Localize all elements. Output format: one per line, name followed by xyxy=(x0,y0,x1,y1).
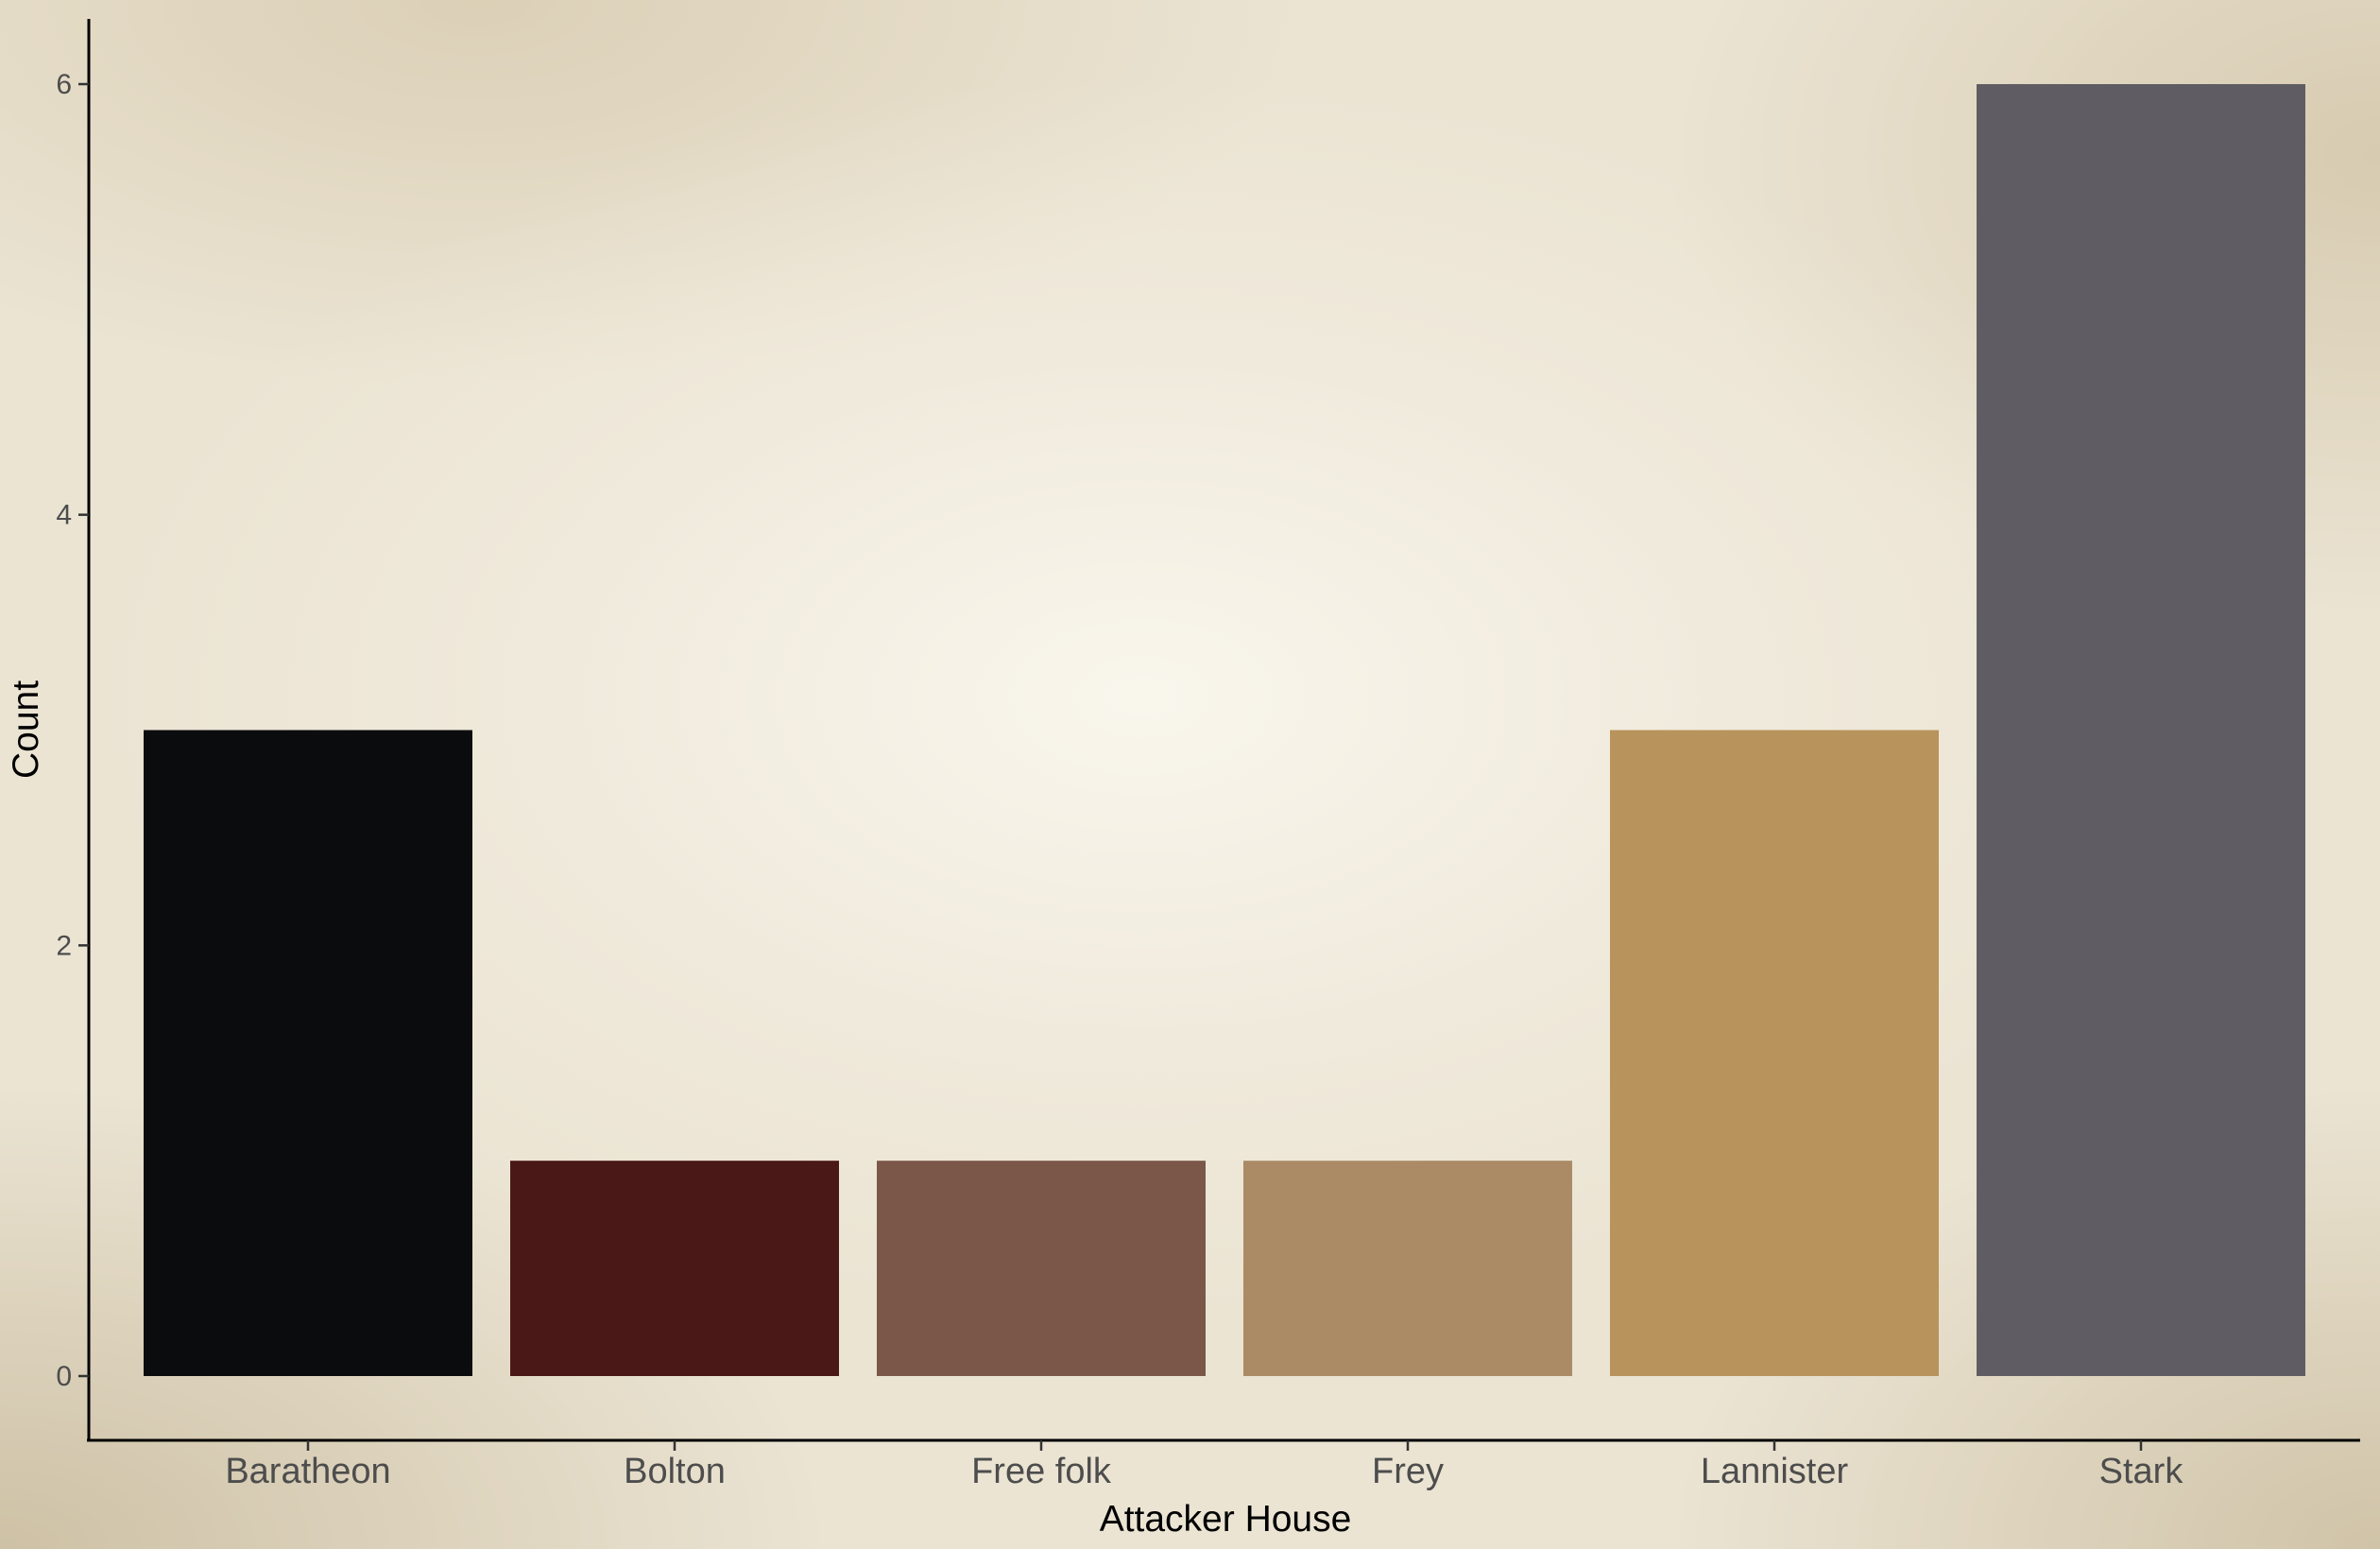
bar-free-folk xyxy=(877,1161,1206,1376)
x-tick-label: Stark xyxy=(2099,1452,2184,1491)
x-tick-label: Frey xyxy=(1372,1452,1444,1491)
x-tick-label: Baratheon xyxy=(225,1452,390,1491)
bar-frey xyxy=(1243,1161,1572,1376)
x-tick-label: Lannister xyxy=(1701,1452,1849,1491)
y-axis-title: Count xyxy=(6,680,46,779)
bar-stark xyxy=(1977,84,2305,1376)
x-tick-label: Free folk xyxy=(971,1452,1112,1491)
y-tick-label: 6 xyxy=(56,69,72,100)
y-tick-label: 0 xyxy=(56,1361,72,1392)
bar-lannister xyxy=(1610,730,1939,1376)
x-axis-title: Attacker House xyxy=(1100,1499,1352,1540)
y-tick-label: 2 xyxy=(56,930,72,961)
bar-bolton xyxy=(510,1161,839,1376)
y-axis-ticks: 0 2 4 6 xyxy=(56,69,89,1392)
y-tick-label: 4 xyxy=(56,500,72,531)
bars-layer xyxy=(144,84,2305,1376)
x-axis-ticks: Baratheon Bolton Free folk Frey Lannister Sta… xyxy=(225,1440,2183,1491)
x-tick-label: Bolton xyxy=(624,1452,726,1491)
bar-baratheon xyxy=(144,730,472,1376)
